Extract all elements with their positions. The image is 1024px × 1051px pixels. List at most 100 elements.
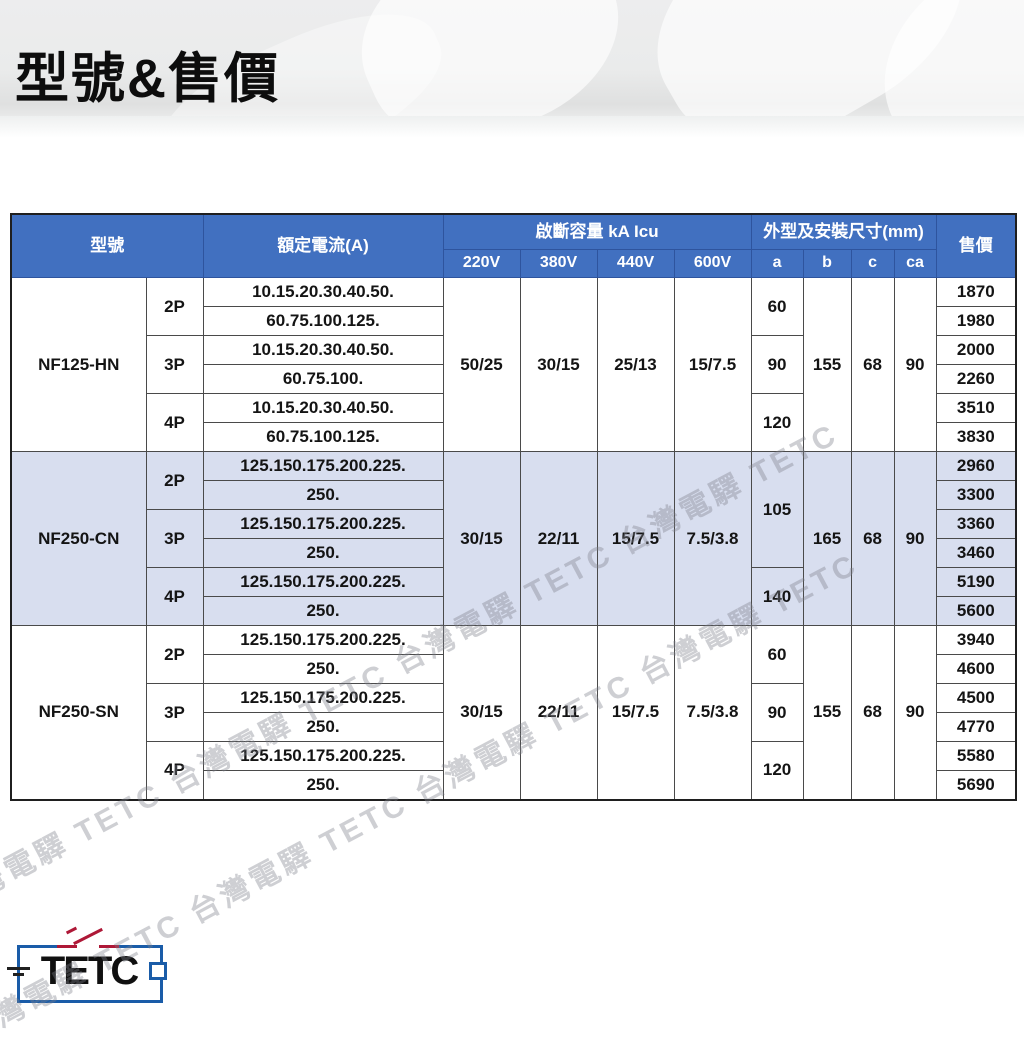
current-cell: 60.75.100. [202, 364, 444, 394]
table-row: 4P 125.150.175.200.225. 120 5580 [11, 741, 1017, 800]
table-row: NF125-HN 2P 10.15.20.30.40.50. 50/25 30/… [10, 277, 1017, 452]
breaking-600v-cell: 7.5/3.8 [673, 451, 752, 626]
current-cell: 250. [202, 596, 444, 626]
logo-switch-wire-left [57, 945, 77, 948]
logo-switch-wire-right [99, 945, 119, 948]
table-row: 250. 4600 [11, 654, 1017, 684]
dim-b-cell: 165 [802, 451, 852, 626]
header-dim-a: a [750, 249, 804, 278]
price-cell: 2960 [935, 451, 1017, 481]
current-cell: 125.150.175.200.225. [202, 451, 444, 481]
price-cell: 3830 [935, 422, 1017, 452]
current-cell: 125.150.175.200.225. [202, 509, 444, 539]
breaking-220v-cell: 30/15 [442, 625, 521, 800]
header-600v: 600V [673, 249, 752, 278]
price-cell: 3940 [935, 625, 1017, 655]
price-cell: 4770 [935, 712, 1017, 742]
breaking-440v-cell: 15/7.5 [596, 625, 675, 800]
price-cell: 5580 [935, 741, 1017, 771]
pole-cell: 2P [145, 625, 204, 684]
dim-ca-cell: 90 [893, 625, 937, 800]
price-cell: 2000 [935, 335, 1017, 365]
table-row: 250. 4770 [11, 712, 1017, 742]
pole-cell: 2P [145, 451, 204, 510]
dim-ca-cell: 90 [893, 277, 937, 452]
dim-b-cell: 155 [802, 625, 852, 800]
breaking-600v-cell: 7.5/3.8 [673, 625, 752, 800]
header-model: 型號 [10, 213, 204, 278]
pole-cell: 4P [145, 393, 204, 452]
dim-a-cell: 90 [750, 683, 804, 742]
dim-a-cell: 90 [750, 335, 804, 394]
header-380v: 380V [519, 249, 598, 278]
dim-c-cell: 68 [850, 625, 895, 800]
table-row: 250. 5600 [11, 596, 1017, 626]
dim-c-cell: 68 [850, 451, 895, 626]
header-price: 售價 [935, 213, 1017, 278]
current-cell: 125.150.175.200.225. [202, 683, 444, 713]
price-cell: 2260 [935, 364, 1017, 394]
breaking-380v-cell: 22/11 [519, 625, 598, 800]
current-cell: 250. [202, 538, 444, 568]
breaking-380v-cell: 30/15 [519, 277, 598, 452]
current-cell: 60.75.100.125. [202, 306, 444, 336]
tetc-logo: TETC [7, 926, 195, 1012]
price-cell: 1980 [935, 306, 1017, 336]
model-cell: NF125-HN [10, 277, 147, 452]
table-row: NF250-CN 2P 125.150.175.200.225. 30/15 2… [10, 451, 1017, 626]
pole-cell: 4P [145, 741, 204, 800]
logo-battery-symbol [7, 967, 30, 970]
logo-text: TETC [40, 949, 139, 993]
dim-a-cell: 120 [750, 393, 804, 452]
logo-switch-gap [77, 943, 101, 951]
logo-switch-tick [65, 926, 78, 935]
breaking-220v-cell: 30/15 [442, 451, 521, 626]
breaking-440v-cell: 25/13 [596, 277, 675, 452]
current-cell: 60.75.100.125. [202, 422, 444, 452]
dim-c-cell: 68 [850, 277, 895, 452]
header-dimensions: 外型及安裝尺寸(mm) [750, 213, 937, 250]
breaking-220v-cell: 50/25 [442, 277, 521, 452]
dim-a-cell: 60 [750, 277, 804, 336]
header-dim-c: c [850, 249, 895, 278]
pole-cell: 4P [145, 567, 204, 626]
price-cell: 4500 [935, 683, 1017, 713]
price-cell: 1870 [935, 277, 1017, 307]
dim-a-cell: 120 [750, 741, 804, 800]
price-cell: 5690 [935, 770, 1017, 800]
table-row: 250. 5690 [11, 770, 1017, 800]
current-cell: 125.150.175.200.225. [202, 741, 444, 771]
price-cell: 4600 [935, 654, 1017, 684]
dim-a-cell: 140 [750, 567, 804, 626]
page-title: 型號&售價 [15, 49, 280, 109]
breaking-440v-cell: 15/7.5 [596, 451, 675, 626]
banner-fade [0, 116, 1024, 138]
price-cell: 5190 [935, 567, 1017, 597]
table-row: 60.75.100.125. 3830 [11, 422, 1017, 452]
model-cell: NF250-CN [10, 451, 147, 626]
table-row: NF250-SN 2P 125.150.175.200.225. 30/15 2… [10, 625, 1017, 800]
price-cell: 3360 [935, 509, 1017, 539]
current-cell: 250. [202, 712, 444, 742]
spec-price-table: 型號 額定電流(A) 啟斷容量 kA Icu 外型及安裝尺寸(mm) 售價 22… [10, 213, 1018, 801]
header-dim-ca: ca [893, 249, 937, 278]
header-breaking-capacity: 啟斷容量 kA Icu [442, 213, 752, 250]
current-cell: 125.150.175.200.225. [202, 567, 444, 597]
header-220v: 220V [442, 249, 521, 278]
pole-cell: 3P [145, 335, 204, 394]
dim-ca-cell: 90 [893, 451, 937, 626]
pole-cell: 3P [145, 683, 204, 742]
table-row: 250. 3300 [11, 480, 1017, 510]
price-cell: 3460 [935, 538, 1017, 568]
model-cell: NF250-SN [10, 625, 147, 800]
price-cell: 5600 [935, 596, 1017, 626]
logo-terminal-square [149, 962, 167, 980]
current-cell: 250. [202, 770, 444, 800]
table-row: 4P 10.15.20.30.40.50. 120 3510 [11, 393, 1017, 452]
logo-frame [17, 945, 163, 1003]
current-cell: 10.15.20.30.40.50. [202, 277, 444, 307]
dim-a-cell: 60 [750, 625, 804, 684]
price-cell: 3510 [935, 393, 1017, 423]
current-cell: 250. [202, 480, 444, 510]
price-cell: 3300 [935, 480, 1017, 510]
